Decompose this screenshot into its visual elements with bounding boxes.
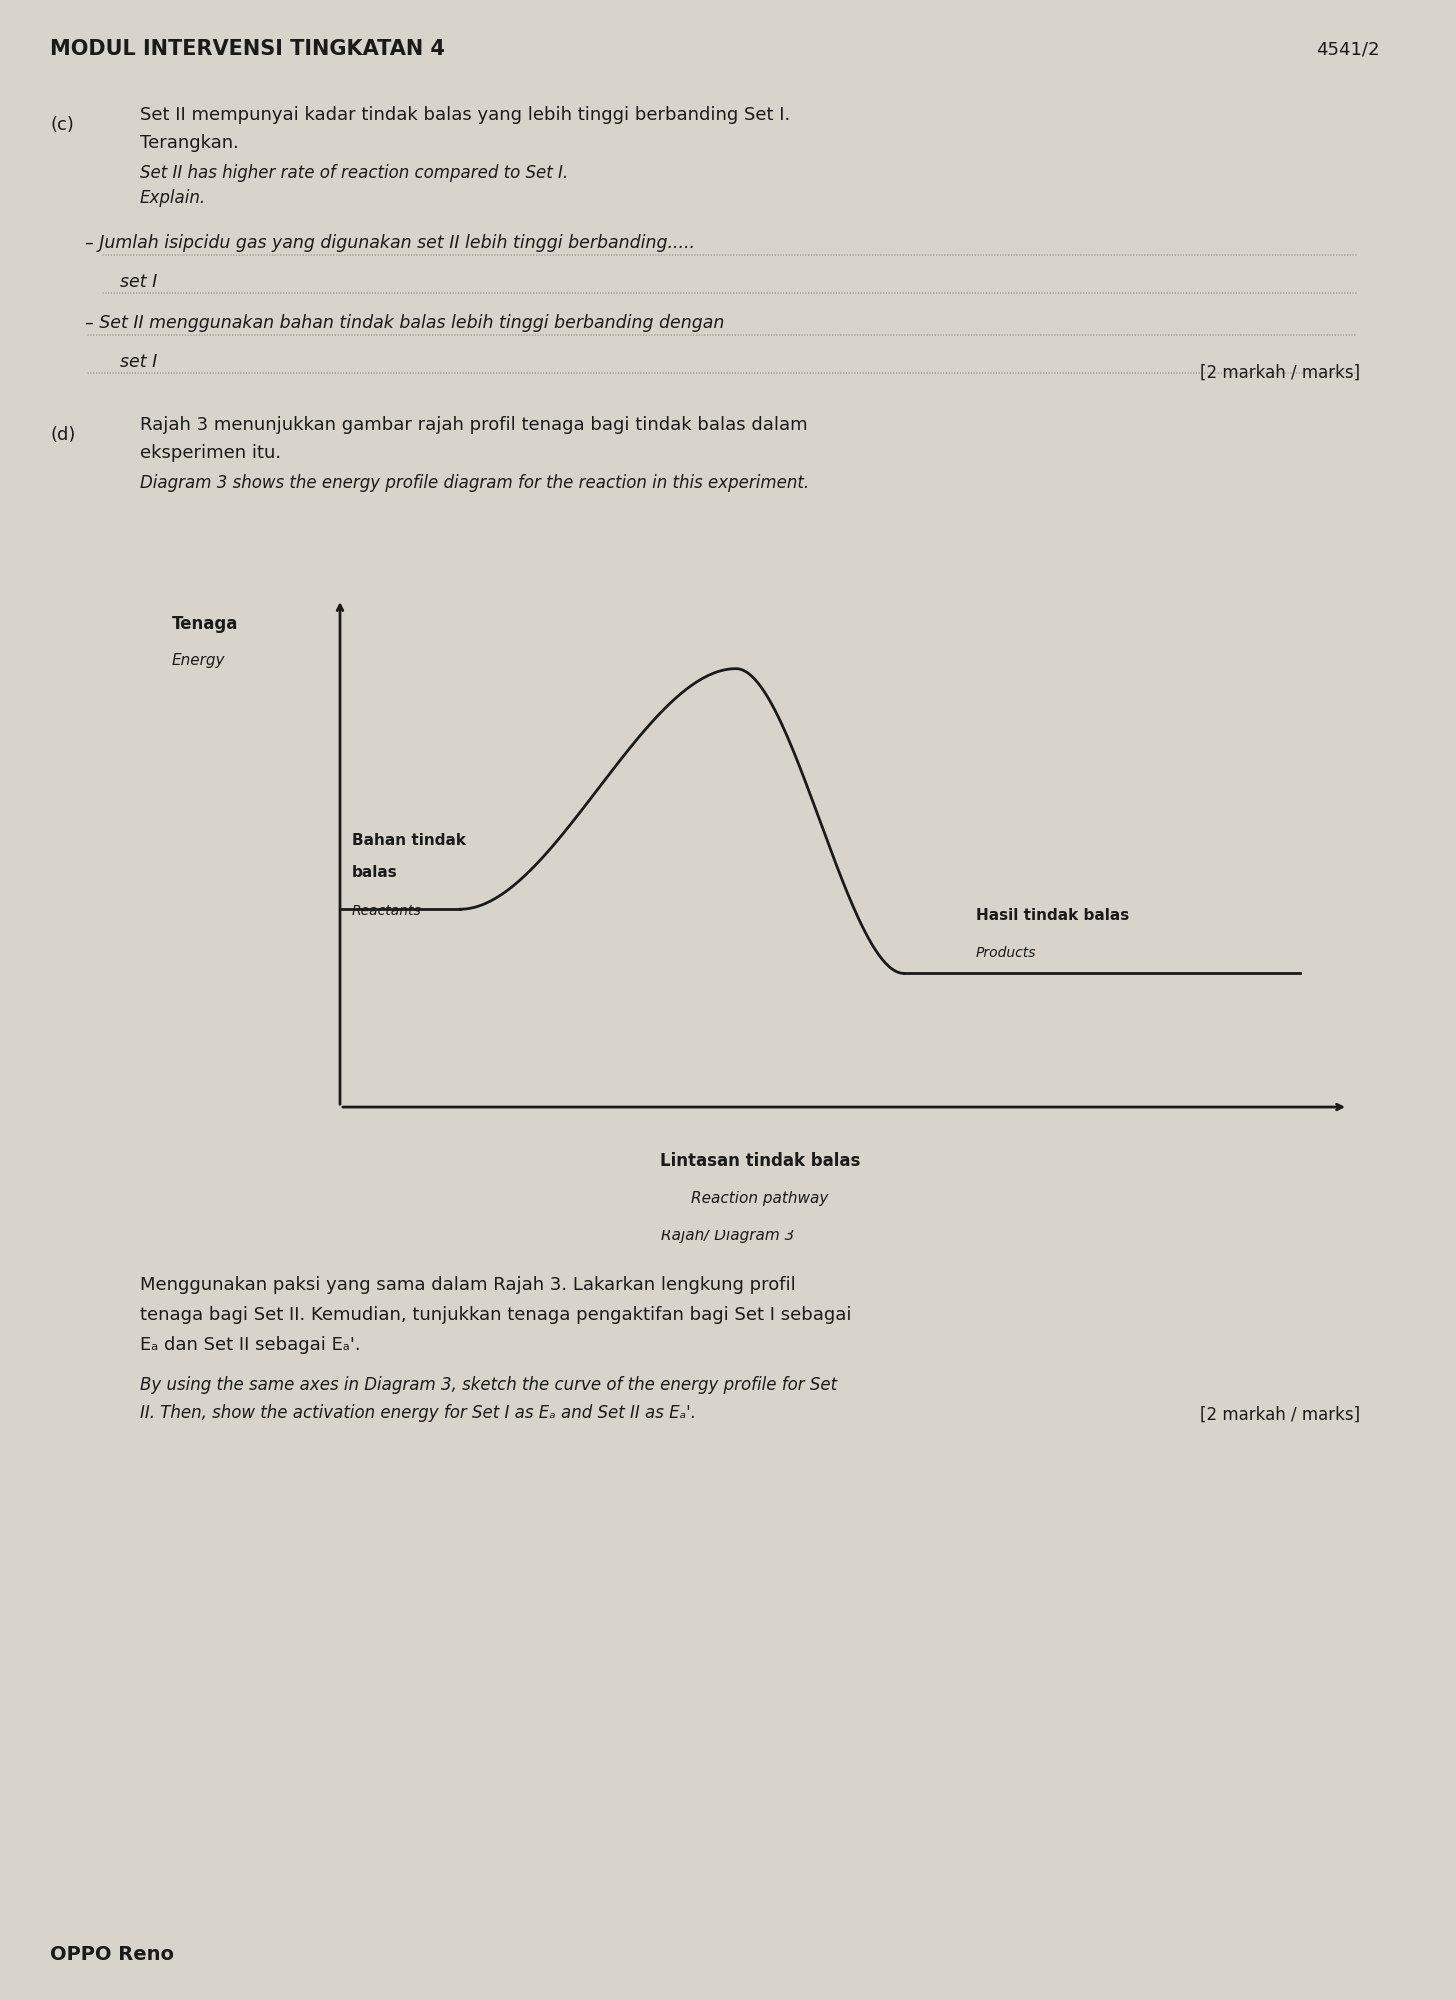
Text: Hasil tindak balas: Hasil tindak balas — [976, 908, 1130, 922]
Text: (c): (c) — [50, 116, 74, 134]
Text: Energy: Energy — [172, 652, 226, 668]
Text: Eₐ dan Set II sebagai Eₐ'.: Eₐ dan Set II sebagai Eₐ'. — [140, 1336, 361, 1354]
Text: (d): (d) — [50, 426, 76, 444]
Text: – Jumlah isipcidu gas yang digunakan set II lebih tinggi berbanding.....: – Jumlah isipcidu gas yang digunakan set… — [84, 234, 695, 252]
Text: MODUL INTERVENSI TINGKATAN 4: MODUL INTERVENSI TINGKATAN 4 — [50, 38, 446, 58]
Text: Lintasan tindak balas: Lintasan tindak balas — [660, 1152, 860, 1170]
Text: – Set II menggunakan bahan tindak balas lebih tinggi berbanding dengan: – Set II menggunakan bahan tindak balas … — [84, 314, 725, 332]
Text: Explain.: Explain. — [140, 190, 207, 208]
Text: Rajah 3 menunjukkan gambar rajah profil tenaga bagi tindak balas dalam: Rajah 3 menunjukkan gambar rajah profil … — [140, 416, 808, 434]
Text: set I: set I — [119, 272, 157, 290]
Text: balas: balas — [352, 866, 397, 880]
Text: Reactants: Reactants — [352, 904, 422, 918]
Text: Menggunakan paksi yang sama dalam Rajah 3. Lakarkan lengkung profil: Menggunakan paksi yang sama dalam Rajah … — [140, 1276, 796, 1294]
Text: Tenaga: Tenaga — [172, 616, 239, 634]
Text: Terangkan.: Terangkan. — [140, 134, 239, 152]
Text: 4541/2: 4541/2 — [1316, 40, 1380, 58]
Text: Reaction pathway: Reaction pathway — [692, 1192, 828, 1206]
Text: OPPO Reno: OPPO Reno — [50, 1944, 175, 1964]
Text: Rajah/ Diagram 3: Rajah/ Diagram 3 — [661, 1228, 795, 1242]
Text: Diagram 3 shows the energy profile diagram for the reaction in this experiment.: Diagram 3 shows the energy profile diagr… — [140, 474, 810, 492]
Text: eksperimen itu.: eksperimen itu. — [140, 444, 281, 462]
Text: set I: set I — [119, 352, 157, 372]
Text: Bahan tindak: Bahan tindak — [352, 834, 466, 848]
Text: By using the same axes in Diagram 3, sketch the curve of the energy profile for : By using the same axes in Diagram 3, ske… — [140, 1376, 837, 1394]
Text: [2 markah / marks]: [2 markah / marks] — [1200, 364, 1360, 382]
Text: Set II has higher rate of reaction compared to Set I.: Set II has higher rate of reaction compa… — [140, 164, 568, 182]
Text: Set II mempunyai kadar tindak balas yang lebih tinggi berbanding Set I.: Set II mempunyai kadar tindak balas yang… — [140, 106, 791, 124]
Text: II. Then, show the activation energy for Set I as Eₐ and Set II as Eₐ'.: II. Then, show the activation energy for… — [140, 1404, 696, 1422]
Text: tenaga bagi Set II. Kemudian, tunjukkan tenaga pengaktifan bagi Set I sebagai: tenaga bagi Set II. Kemudian, tunjukkan … — [140, 1306, 852, 1324]
Text: [2 markah / marks]: [2 markah / marks] — [1200, 1406, 1360, 1424]
Text: Products: Products — [976, 946, 1037, 960]
